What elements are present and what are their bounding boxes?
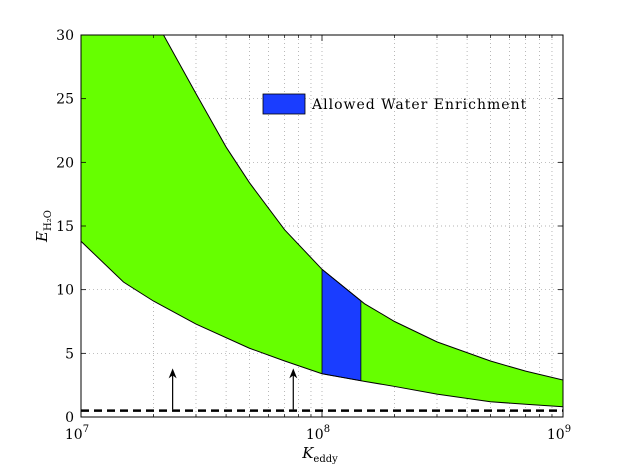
x-tick-label-base: 10 xyxy=(547,427,565,443)
svg-text:EH₂O: EH₂O xyxy=(33,210,54,243)
y-axis-label-base: E xyxy=(33,231,51,243)
legend-swatch xyxy=(262,93,306,115)
legend-label: Allowed Water Enrichment xyxy=(311,97,527,113)
series-layer xyxy=(81,35,563,412)
y-tick-label: 15 xyxy=(56,219,74,235)
lower-bound-curve xyxy=(81,240,563,408)
y-axis-label-sub: H₂O xyxy=(43,210,54,231)
x-tick-label-exponent: 9 xyxy=(565,424,571,435)
svg-text:Keddy: Keddy xyxy=(301,444,338,465)
x-tick-label: 108 xyxy=(306,424,330,443)
y-tick-label: 5 xyxy=(65,346,74,362)
x-tick-label-base: 10 xyxy=(65,427,83,443)
x-tick-label-exponent: 8 xyxy=(324,424,330,435)
y-tick-label: 20 xyxy=(56,155,74,171)
x-axis-label-base: K xyxy=(301,444,314,462)
y-tick-label: 10 xyxy=(56,283,74,299)
y-tick-label: 30 xyxy=(56,28,74,44)
x-tick-label-base: 10 xyxy=(306,427,324,443)
arrow-head xyxy=(168,368,177,379)
feasible-band-area xyxy=(81,35,563,407)
x-axis-label: Keddy xyxy=(301,444,338,465)
x-tick-label-exponent: 7 xyxy=(83,424,89,435)
y-tick-label: 0 xyxy=(65,410,74,426)
x-tick-label: 107 xyxy=(65,424,89,443)
x-axis-label-sub: eddy xyxy=(313,454,338,465)
upper-bound-curve xyxy=(81,35,563,381)
y-axis-label: EH₂O xyxy=(33,210,54,243)
x-tick-label: 109 xyxy=(547,424,571,443)
arrow-head xyxy=(289,368,298,379)
legend: Allowed Water Enrichment xyxy=(262,93,527,115)
y-tick-label: 25 xyxy=(56,92,74,108)
